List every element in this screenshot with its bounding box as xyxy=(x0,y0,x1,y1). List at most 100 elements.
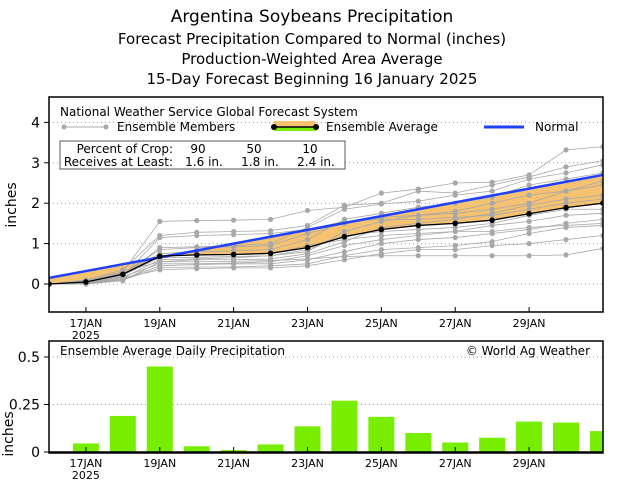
x-tick-label: 27JAN xyxy=(439,457,472,470)
crop-table: Percent of Crop: 90 50 10 Receives at Le… xyxy=(59,140,346,170)
ensemble-member-point xyxy=(563,147,569,153)
ensemble-member-point xyxy=(563,224,569,231)
daily-precip-bar xyxy=(516,421,543,452)
ensemble-member-point xyxy=(489,206,495,212)
ensemble-member-point xyxy=(415,212,421,218)
x-tick-label: 25JAN xyxy=(365,457,398,470)
ensemble-member-point xyxy=(489,188,495,194)
ensemble-average-point xyxy=(156,253,163,259)
ensemble-member-point xyxy=(304,230,311,237)
ensemble-member-point xyxy=(415,253,421,259)
daily-precip-bar xyxy=(368,416,395,452)
ensemble-member-point xyxy=(489,182,495,188)
ensemble-member-line xyxy=(49,218,603,285)
ensemble-member-point xyxy=(304,263,311,269)
legend-average-label: Ensemble Average xyxy=(326,120,438,134)
daily-panel: Ensemble Average Daily Precipitation © W… xyxy=(1,340,604,482)
amount-10: 2.4 in. xyxy=(297,155,335,169)
ensemble-member-point xyxy=(452,234,458,241)
chart-title: Argentina Soybeans Precipitation xyxy=(171,7,454,27)
daily-precip-bar xyxy=(405,433,432,452)
ensemble-average-point xyxy=(83,279,89,285)
crop-10: 10 xyxy=(302,142,317,156)
ensemble-member-point xyxy=(304,256,311,262)
ensemble-average-point xyxy=(304,244,311,251)
ensemble-member-point xyxy=(526,182,532,188)
chart-subtitle: Forecast Precipitation Compared to Norma… xyxy=(118,30,506,48)
crop-50: 50 xyxy=(246,142,261,156)
ensemble-member-point xyxy=(341,253,348,260)
daily-precip-bar xyxy=(589,431,603,452)
crop-row2-label: Receives at Least: xyxy=(64,155,173,169)
ensemble-member-point xyxy=(415,226,421,233)
ensemble-member-point xyxy=(231,244,237,250)
x-tick-label: 23JAN xyxy=(291,317,324,330)
daily-precip-bar xyxy=(109,415,136,452)
legend-average-dot xyxy=(271,124,277,130)
y-tick-label: 3 xyxy=(31,156,40,172)
ensemble-member-point xyxy=(489,228,495,235)
ensemble-member-point xyxy=(415,247,421,253)
ensemble-member-point xyxy=(157,218,163,224)
ensemble-member-point xyxy=(157,259,163,265)
ensemble-member-point xyxy=(563,188,569,194)
ensemble-average-point xyxy=(230,251,237,258)
ensemble-member-point xyxy=(378,247,384,253)
x-tick-label: 29JAN xyxy=(513,317,546,330)
y-tick-label: 0 xyxy=(31,445,40,461)
ensemble-average-point xyxy=(120,271,126,278)
x-tick-label: 23JAN xyxy=(291,457,324,470)
ensemble-average-point xyxy=(378,226,385,233)
ensemble-member-point xyxy=(194,259,200,265)
top-plot-frame xyxy=(48,96,604,313)
ensemble-average-point xyxy=(193,252,200,258)
x-tick-label: 27JAN xyxy=(439,317,472,330)
ensemble-member-point xyxy=(526,224,532,231)
crop-row1-label: Percent of Crop: xyxy=(77,142,173,156)
ensemble-member-point xyxy=(194,232,200,239)
ensemble-average-point xyxy=(563,204,569,211)
ensemble-member-point xyxy=(489,212,495,218)
crop-90: 90 xyxy=(190,142,205,156)
legend-normal-label: Normal xyxy=(535,120,578,134)
legend-member-dot xyxy=(61,124,67,130)
x-tick-label: 19JAN xyxy=(143,317,176,330)
ensemble-member-point xyxy=(157,267,163,273)
ensemble-member-point xyxy=(452,228,458,235)
ensemble-member-point xyxy=(120,278,126,284)
ensemble-member-line xyxy=(49,146,603,285)
daily-precip-bar xyxy=(257,444,284,452)
ensemble-member-point xyxy=(231,265,237,271)
x-tick-label: 21JAN xyxy=(217,317,250,330)
ensemble-member-point xyxy=(267,265,274,271)
x-tick-label: 17JAN xyxy=(70,457,103,470)
bottom-y-axis-label: inches xyxy=(1,411,17,456)
ensemble-member-point xyxy=(526,230,532,237)
ensemble-member-point xyxy=(378,190,384,196)
ensemble-member-point xyxy=(231,217,237,223)
ensemble-average-line xyxy=(49,202,603,285)
x-tick-label: 29JAN xyxy=(513,457,546,470)
ensemble-member-point xyxy=(378,241,384,247)
ensemble-member-point xyxy=(304,236,311,243)
normal-line xyxy=(49,173,603,280)
x-tick-year: 2025 xyxy=(72,469,100,482)
ensemble-member-point xyxy=(526,241,532,247)
ensemble-member-point xyxy=(526,200,532,206)
ensemble-member-point xyxy=(341,202,348,208)
credit: © World Ag Weather xyxy=(466,344,590,358)
ensemble-member-point xyxy=(267,230,274,237)
amount-90: 1.6 in. xyxy=(185,155,223,169)
legend-member-dot xyxy=(103,124,109,130)
ensemble-member-point xyxy=(563,252,569,258)
ensemble-member-point xyxy=(489,238,495,245)
ensemble-member-point xyxy=(489,200,495,206)
y-tick-label: 1 xyxy=(31,237,40,253)
ensemble-member-point xyxy=(452,192,458,198)
ensemble-average-point xyxy=(489,217,495,223)
ensemble-member-point xyxy=(489,243,495,249)
ensemble-member-point xyxy=(563,170,569,176)
ensemble-member-point xyxy=(304,207,311,214)
x-tick-label: 21JAN xyxy=(217,457,250,470)
